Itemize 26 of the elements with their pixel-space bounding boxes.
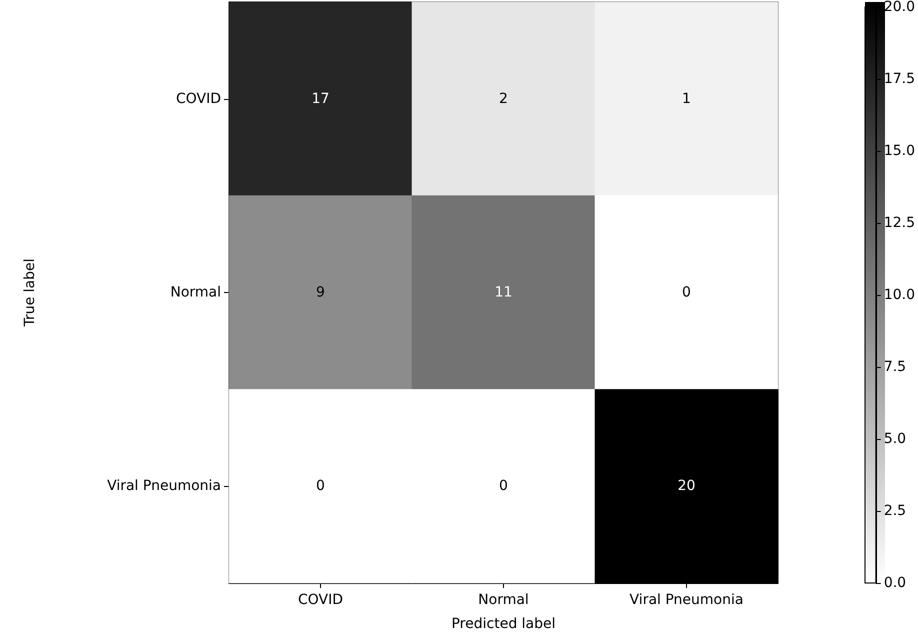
x-tick-label: COVID (298, 592, 344, 608)
color-bar-label: 7.5 (884, 359, 906, 375)
color-bar-label: 17.5 (884, 71, 915, 87)
data-label: 0 (316, 478, 325, 494)
color-bar-label: 20.0 (884, 0, 915, 15)
data-label: 11 (494, 284, 512, 300)
data-label: 0 (499, 478, 508, 494)
color-bar-label: 10.0 (884, 287, 915, 303)
data-label: 9 (316, 284, 325, 300)
color-bar-label: 15.0 (884, 143, 915, 159)
color-bar-label: 12.5 (884, 215, 915, 231)
color-bar-label: 0.0 (884, 575, 906, 591)
data-label: 0 (682, 284, 691, 300)
color-bar-label: 5.0 (884, 431, 906, 447)
y-axis-title: True label (22, 258, 38, 328)
x-axis-title: Predicted label (451, 616, 556, 632)
color-bar-label: 2.5 (884, 503, 906, 519)
x-tick-label: Viral Pneumonia (630, 592, 744, 608)
data-label: 17 (312, 90, 330, 107)
x-tick-label: Normal (478, 592, 529, 608)
data-label: 1 (682, 90, 691, 107)
data-label: 20 (678, 478, 696, 494)
y-tick-label: Normal (170, 284, 221, 300)
data-label: 2 (499, 90, 508, 107)
y-tick-label: COVID (176, 90, 221, 107)
y-tick-label: Viral Pneumonia (107, 478, 221, 494)
